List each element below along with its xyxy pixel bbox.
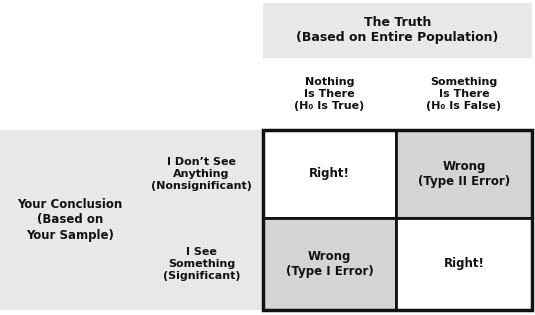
Text: Right!: Right! — [444, 257, 484, 271]
Bar — [263, 3, 532, 58]
Text: Wrong
(Type II Error): Wrong (Type II Error) — [418, 160, 510, 188]
Bar — [396, 130, 532, 218]
Bar — [396, 218, 532, 310]
Text: The Truth
(Based on Entire Population): The Truth (Based on Entire Population) — [296, 16, 499, 44]
Text: I Don’t See
Anything
(Nonsignificant): I Don’t See Anything (Nonsignificant) — [151, 158, 252, 191]
Text: I See
Something
(Significant): I See Something (Significant) — [163, 247, 240, 281]
Bar — [0, 130, 140, 310]
Bar — [140, 130, 263, 218]
Text: Your Conclusion
(Based on
Your Sample): Your Conclusion (Based on Your Sample) — [17, 198, 123, 242]
Text: Wrong
(Type I Error): Wrong (Type I Error) — [286, 250, 373, 278]
Bar — [263, 218, 396, 310]
Text: Nothing
Is There
(H₀ Is True): Nothing Is There (H₀ Is True) — [294, 77, 365, 111]
Bar — [263, 58, 396, 130]
Bar — [263, 130, 532, 310]
Text: Right!: Right! — [309, 168, 350, 180]
Bar — [140, 218, 263, 310]
Bar — [396, 58, 532, 130]
Text: Something
Is There
(H₀ Is False): Something Is There (H₀ Is False) — [426, 77, 502, 111]
Bar — [263, 130, 396, 218]
